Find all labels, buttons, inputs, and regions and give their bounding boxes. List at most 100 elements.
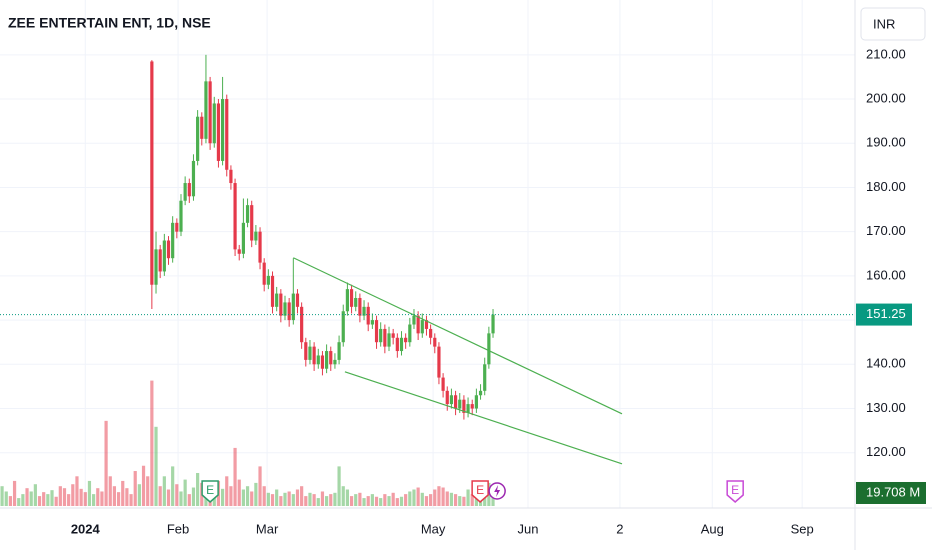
volume-bar <box>458 496 462 506</box>
currency[interactable]: INR <box>873 16 895 31</box>
x-tick-label: Aug <box>701 521 724 536</box>
volume-bar <box>29 491 33 506</box>
candle-body <box>166 240 171 259</box>
volume-bar <box>25 488 29 506</box>
volume-bar <box>175 484 179 506</box>
candle-body <box>204 81 208 139</box>
candle-body <box>337 342 341 360</box>
candle-body <box>333 359 337 365</box>
volume-bar <box>50 490 54 506</box>
volume-bar <box>158 486 162 506</box>
volume-bar <box>183 479 187 506</box>
volume-bar <box>245 486 250 506</box>
candle-body <box>325 351 329 369</box>
candle-body <box>470 404 474 409</box>
candle-body <box>196 116 200 161</box>
candle-body <box>225 99 229 170</box>
volume-bar <box>491 492 495 506</box>
volume-bar <box>337 466 341 506</box>
volume-bar <box>349 496 354 506</box>
candle-body <box>208 81 212 144</box>
volume-bar <box>250 491 254 506</box>
candle-body <box>354 297 358 307</box>
volume-bar <box>399 496 404 506</box>
volume-bar <box>433 489 437 506</box>
volume-bar <box>379 498 383 506</box>
candle-body <box>300 306 304 343</box>
candle-body <box>408 324 412 343</box>
volume-bar <box>320 491 325 506</box>
volume-bar <box>354 494 358 506</box>
volume-bar <box>412 489 416 506</box>
volume-bar <box>87 480 92 506</box>
candle-body <box>349 289 354 307</box>
candle-body <box>304 342 308 360</box>
last-volume-label: 19.708 M <box>866 484 920 499</box>
candle-body <box>416 315 420 334</box>
volume-bar <box>100 491 104 506</box>
volume-bar <box>441 487 445 506</box>
y-tick-label: 190.00 <box>866 135 906 150</box>
volume-bar <box>304 496 308 506</box>
volume-bar <box>333 492 337 506</box>
y-tick-label: 160.00 <box>866 267 906 282</box>
volume-bar <box>266 492 270 506</box>
candle-body <box>154 249 158 285</box>
volume-bar <box>429 494 433 506</box>
volume-bar <box>171 466 175 506</box>
candle-body <box>295 293 300 307</box>
volume-bar <box>162 476 166 506</box>
volume-bar <box>33 484 37 506</box>
candle-body <box>429 328 433 338</box>
volume-bar <box>58 486 62 506</box>
candle-body <box>387 333 391 347</box>
volume-bar <box>466 489 470 506</box>
candle-body <box>212 103 216 144</box>
chart-title: ZEE ENTERTAIN ENT, 1D, NSE <box>8 15 211 31</box>
trend-line <box>344 371 623 465</box>
volume-bar <box>308 492 312 506</box>
x-tick-label: 2 <box>616 521 623 536</box>
y-tick-label: 170.00 <box>866 223 906 238</box>
volume-bar <box>125 488 129 506</box>
volume-bar <box>21 494 25 506</box>
candle-body <box>379 328 383 343</box>
volume-bar <box>0 486 4 506</box>
volume-bar <box>270 494 275 506</box>
candle-body <box>283 302 287 316</box>
y-tick-label: 180.00 <box>866 179 906 194</box>
candle-body <box>358 297 362 316</box>
volume-bar <box>445 491 449 506</box>
candle-body <box>233 183 237 250</box>
x-tick-label: Jun <box>517 521 538 536</box>
candle-body <box>420 320 424 334</box>
candle-body <box>216 103 221 161</box>
candle-body <box>287 302 291 321</box>
volume-bar <box>4 491 8 506</box>
volume-bar <box>166 489 171 506</box>
candle-body <box>279 293 283 316</box>
x-tick-label: Mar <box>256 521 279 536</box>
last-price-label: 151.25 <box>866 306 906 321</box>
candle-body <box>237 249 241 254</box>
candle-body <box>462 399 466 413</box>
volume-bar <box>395 498 399 506</box>
volume-bar <box>62 488 67 506</box>
volume-bar <box>312 494 316 506</box>
volume-bar <box>112 486 117 506</box>
volume-bar <box>121 480 125 506</box>
candle-body <box>266 275 270 285</box>
volume-bar <box>229 486 233 506</box>
volume-bar <box>225 476 229 506</box>
x-tick-label: May <box>421 521 446 536</box>
volume-bar <box>437 486 441 506</box>
volume-bar <box>146 476 150 506</box>
currency-button[interactable] <box>860 7 926 41</box>
volume-bar <box>329 494 333 506</box>
event-label: E <box>206 483 214 497</box>
candle-body <box>229 169 233 184</box>
last-volume-box <box>856 481 926 504</box>
candle-body <box>183 183 187 201</box>
